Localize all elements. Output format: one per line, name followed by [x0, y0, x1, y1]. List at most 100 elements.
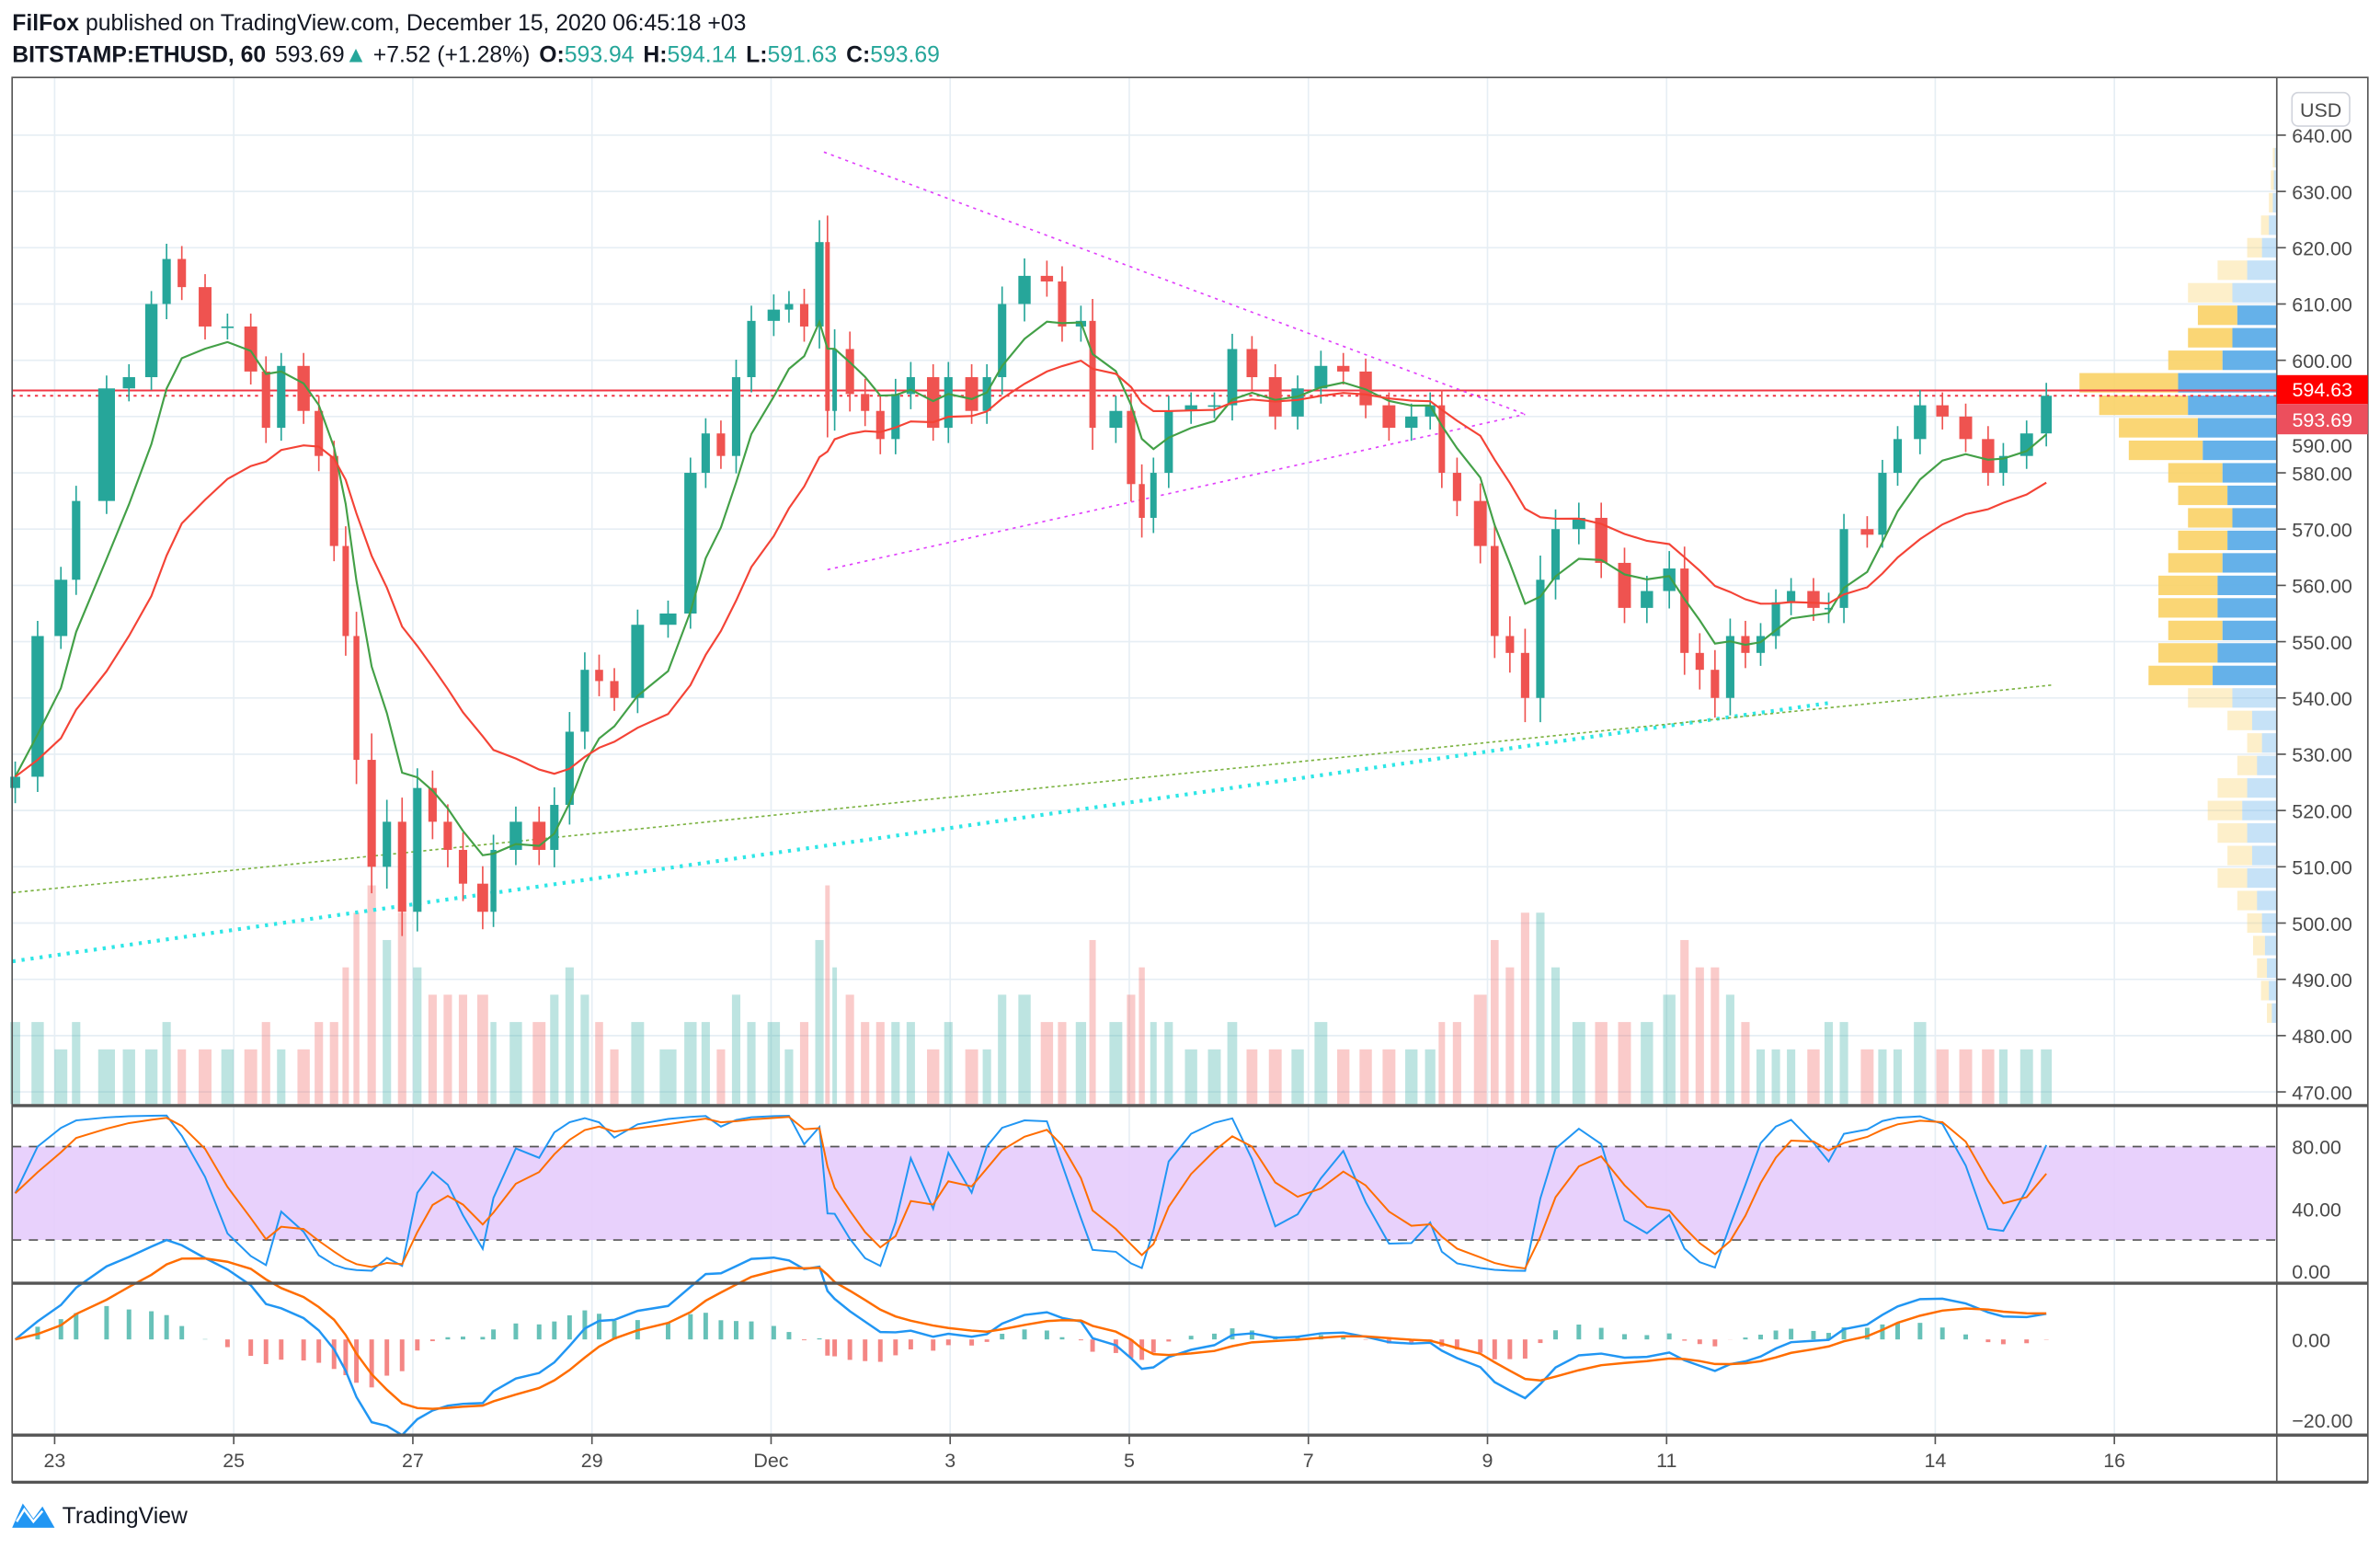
macd-histogram-bar	[877, 1339, 883, 1362]
candle-body	[1595, 517, 1608, 563]
vp-down-bar	[2237, 755, 2258, 775]
volume-bar	[1058, 1022, 1067, 1105]
candle-body	[631, 625, 645, 698]
publish-info: published on TradingView.com, December 1…	[86, 11, 746, 36]
vp-up-bar	[2232, 327, 2277, 348]
vp-up-bar	[2261, 237, 2277, 258]
candle-body	[1382, 405, 1396, 429]
volume-bar	[1227, 1022, 1238, 1105]
macd-histogram-bar	[2024, 1339, 2030, 1344]
candle-body	[731, 377, 741, 456]
vp-down-bar	[2227, 845, 2252, 866]
vp-down-bar	[2168, 350, 2223, 371]
drawings[interactable]	[12, 151, 2277, 964]
macd-histogram-bar	[74, 1313, 79, 1340]
candle-body	[1438, 405, 1446, 474]
candle-body	[458, 849, 468, 884]
macd-histogram-bar	[1478, 1339, 1483, 1353]
candle-body	[1452, 473, 1461, 501]
vp-up-bar	[2188, 396, 2277, 416]
vp-up-bar	[2273, 170, 2277, 190]
macd-histogram-bar	[1811, 1330, 1816, 1340]
candle-body	[162, 258, 171, 304]
volume-bar	[550, 994, 559, 1105]
candle-body	[342, 545, 349, 637]
vp-down-bar	[2253, 935, 2265, 956]
macd-label: 0.00	[2292, 1329, 2330, 1351]
macd-histogram-bar	[1078, 1339, 1083, 1341]
macd-histogram-bar	[612, 1320, 617, 1340]
volume-bar	[1207, 1049, 1221, 1105]
vp-up-bar	[2247, 867, 2277, 889]
currency-label: USD	[2300, 99, 2341, 121]
macd-histogram-bar	[445, 1337, 451, 1340]
vp-down-bar	[2128, 440, 2203, 461]
macd-histogram-bar	[718, 1320, 724, 1340]
candle-body	[580, 670, 589, 732]
triangle-lower-line	[827, 413, 1526, 571]
macd-signal-line	[15, 1256, 2047, 1410]
volume-bar	[1550, 967, 1561, 1105]
high-label: H:	[643, 43, 667, 68]
macd-histogram-bar	[749, 1321, 754, 1340]
price-label: 530.00	[2292, 744, 2352, 766]
price-label: 590.00	[2292, 435, 2352, 457]
ma-fast-line	[14, 318, 2047, 856]
macd-histogram-bar	[1454, 1339, 1459, 1350]
volume-bar	[1246, 1049, 1258, 1105]
tradingview-wordmark: TradingView	[63, 1504, 188, 1529]
macd-histogram-bar	[1712, 1339, 1718, 1347]
candle-body	[1914, 405, 1927, 440]
macd-histogram-bar	[566, 1314, 572, 1340]
volume-bar	[610, 1049, 619, 1105]
volume-bar	[2020, 1049, 2033, 1105]
vp-up-bar	[2217, 575, 2277, 595]
candle-body	[509, 821, 522, 850]
volume-bar	[1893, 1049, 1903, 1105]
candle-body	[1536, 579, 1545, 698]
volume-bar	[428, 994, 437, 1105]
candle-body	[1520, 652, 1529, 698]
macd-histogram-bar	[1044, 1330, 1049, 1340]
volume-bar	[1839, 1022, 1848, 1105]
vp-up-bar	[2242, 800, 2277, 820]
volume-bar	[1491, 939, 1499, 1105]
volume-bar	[1711, 967, 1720, 1105]
tradingview-logo[interactable]: TradingView	[12, 1503, 188, 1529]
candle-body	[610, 681, 619, 698]
vp-down-bar	[2217, 867, 2248, 889]
last-price: 593.69	[275, 43, 345, 68]
currency-button[interactable]: USD	[2291, 91, 2351, 127]
vp-down-bar	[2207, 800, 2243, 820]
time-label: 9	[1482, 1450, 1493, 1472]
volume-bar	[1878, 1049, 1887, 1105]
candle-body	[428, 787, 437, 822]
candle-body	[906, 377, 915, 395]
volume-bar	[1438, 1022, 1446, 1105]
macd-histogram-bar	[1150, 1339, 1156, 1353]
macd-histogram-bar	[1553, 1330, 1558, 1340]
candle-body	[2041, 396, 2053, 434]
candle-body	[1893, 439, 1903, 474]
vp-up-bar	[2203, 440, 2277, 461]
author[interactable]: FilFox	[12, 11, 79, 36]
candle-body	[367, 760, 376, 867]
candle-body	[1491, 545, 1499, 637]
vp-up-bar	[2272, 192, 2277, 212]
macd-histogram-bar	[480, 1337, 486, 1340]
vp-down-bar	[2197, 305, 2237, 326]
volume-bar	[747, 1022, 756, 1105]
vp-down-bar	[2178, 530, 2228, 551]
vp-down-bar	[2269, 192, 2273, 212]
candle-body	[1998, 455, 2008, 474]
volume-bar	[1452, 1022, 1461, 1105]
macd-histogram-bar	[1841, 1327, 1847, 1340]
macd-histogram-bar	[1188, 1336, 1194, 1340]
volume-bar	[1337, 1049, 1350, 1105]
volume-bar	[383, 939, 392, 1105]
vp-down-bar	[2247, 237, 2262, 258]
candle-body	[1550, 529, 1561, 580]
macd-histogram-bar	[552, 1321, 557, 1340]
vp-down-bar	[2168, 553, 2223, 573]
